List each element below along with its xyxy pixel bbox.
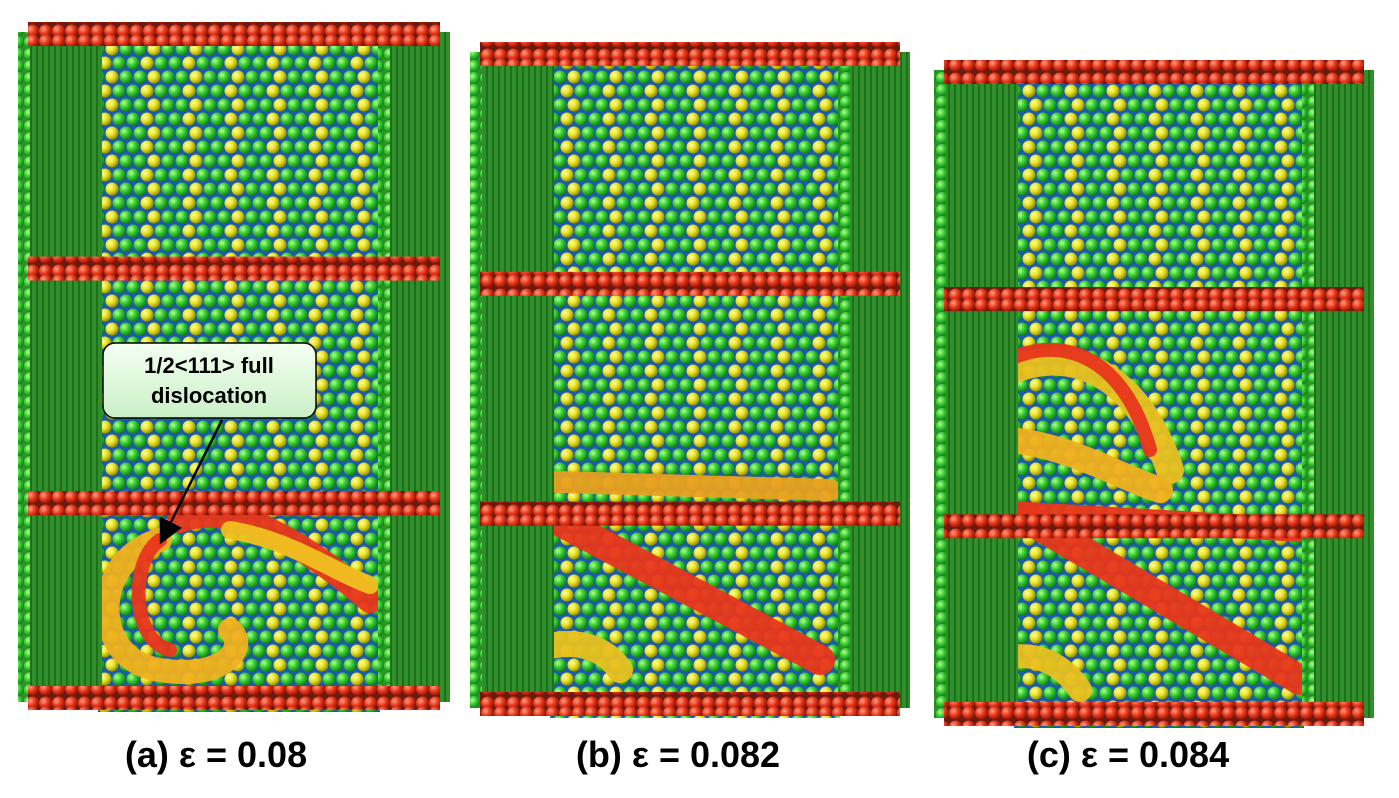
dislocation (221, 521, 379, 594)
atom-row (480, 42, 900, 66)
simulation-panel (470, 42, 910, 718)
caption: (a) ε = 0.08 (125, 734, 307, 775)
atom-row (944, 60, 1364, 84)
simulation-panel (18, 22, 450, 712)
side-column (18, 32, 102, 702)
side-column-edge (378, 32, 390, 702)
side-column (470, 52, 554, 708)
dislocation (505, 485, 835, 675)
side-column-edge (1302, 70, 1314, 718)
atom-row (480, 271, 900, 296)
annotation: 1/2<111> full dislocation (102, 342, 317, 545)
atom-row (944, 287, 1364, 312)
simulation-panel (934, 60, 1374, 728)
annotation-box (102, 342, 317, 419)
atom-row (944, 514, 1364, 539)
side-column-edge (470, 52, 482, 708)
arrow (159, 419, 224, 545)
dislocation (131, 533, 177, 657)
dislocation (1015, 505, 1315, 695)
caption: (b) ε = 0.082 (576, 734, 780, 775)
side-column (934, 70, 1018, 718)
lattice (550, 42, 840, 718)
atom-row (28, 491, 440, 516)
annotation-line: dislocation (151, 383, 267, 408)
side-column-edge (934, 70, 946, 718)
atom-row (28, 22, 440, 46)
atom-row (28, 686, 440, 710)
annotation-line: 1/2<111> full (144, 353, 274, 378)
caption: (c) ε = 0.084 (1027, 734, 1229, 775)
lattice (1014, 60, 1304, 728)
atom-row (480, 501, 900, 526)
atom-row (944, 702, 1364, 726)
dislocation (95, 528, 248, 684)
side-column-edge (838, 52, 850, 708)
atom-row (480, 692, 900, 716)
atom-row (28, 256, 440, 281)
panels (18, 22, 1374, 728)
side-column-edge (18, 32, 30, 702)
